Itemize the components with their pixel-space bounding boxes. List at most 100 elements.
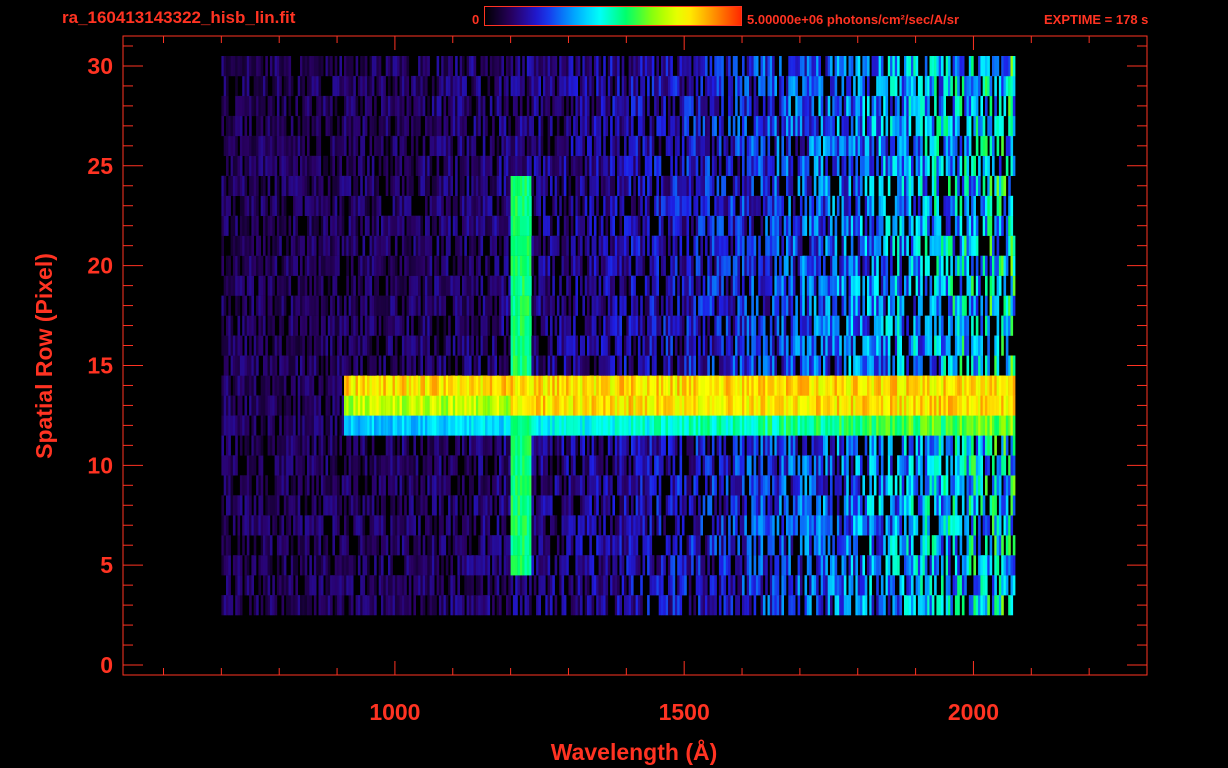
heatmap-cell <box>589 555 592 576</box>
heatmap-cell <box>642 495 646 516</box>
heatmap-cell <box>811 575 815 596</box>
heatmap-cell <box>973 575 976 596</box>
heatmap-cell <box>399 595 403 616</box>
heatmap-cell <box>857 415 861 436</box>
heatmap-cell <box>985 535 988 556</box>
heatmap-cell <box>457 535 460 556</box>
heatmap-cell <box>464 255 467 276</box>
heatmap-cell <box>293 235 296 256</box>
heatmap-cell <box>649 435 653 456</box>
heatmap-cell <box>945 595 949 616</box>
heatmap-cell <box>975 235 979 256</box>
heatmap-cell <box>459 395 463 416</box>
heatmap-cell <box>857 295 861 316</box>
heatmap-cell <box>994 255 997 276</box>
heatmap-cell <box>587 595 590 616</box>
heatmap-cell <box>547 595 551 616</box>
heatmap-cell <box>890 235 893 256</box>
heatmap-cell <box>809 235 812 256</box>
heatmap-cell <box>304 275 308 296</box>
heatmap-cell <box>915 455 919 476</box>
heatmap-cell <box>550 595 553 616</box>
heatmap-cell <box>624 335 627 356</box>
heatmap-cell <box>466 375 470 396</box>
heatmap-cell <box>978 455 981 476</box>
heatmap-cell <box>975 575 979 596</box>
heatmap-cell <box>665 335 669 356</box>
heatmap-cell <box>226 435 229 456</box>
heatmap-cell <box>420 355 423 376</box>
heatmap-cell <box>943 395 946 416</box>
heatmap-cell <box>670 335 673 356</box>
heatmap-cell <box>873 395 877 416</box>
heatmap-cell <box>668 355 671 376</box>
heatmap-cell <box>269 415 273 436</box>
heatmap-cell <box>226 395 229 416</box>
heatmap-cell <box>978 575 981 596</box>
heatmap-cell <box>985 595 988 616</box>
heatmap-cell <box>304 295 308 316</box>
heatmap-cell <box>832 315 835 336</box>
heatmap-cell <box>357 595 361 616</box>
heatmap-cell <box>707 255 710 276</box>
heatmap-cell <box>517 375 521 396</box>
heatmap-cell <box>367 355 370 376</box>
heatmap-cell <box>401 455 405 476</box>
heatmap-cell <box>1008 315 1011 336</box>
heatmap-cell <box>300 475 303 496</box>
heatmap-cell <box>908 255 912 276</box>
heatmap-cell <box>471 415 474 436</box>
heatmap-cell <box>674 315 678 336</box>
heatmap-cell <box>619 415 622 436</box>
heatmap-cell <box>917 495 921 516</box>
heatmap-cell <box>281 315 285 336</box>
heatmap-cell <box>617 235 620 256</box>
heatmap-cell <box>506 475 509 496</box>
heatmap-cell <box>1010 315 1014 336</box>
heatmap-cell <box>573 475 576 496</box>
heatmap-cell <box>309 395 312 416</box>
heatmap-cell <box>269 535 273 556</box>
heatmap-cell <box>469 295 472 316</box>
heatmap-cell <box>619 495 622 516</box>
heatmap-cell <box>344 575 347 596</box>
heatmap-cell <box>267 355 271 376</box>
heatmap-cell <box>908 375 912 396</box>
heatmap-cell <box>749 555 752 576</box>
heatmap-cell <box>779 435 782 456</box>
heatmap-cell <box>737 235 740 256</box>
heatmap-cell <box>929 415 933 436</box>
heatmap-cell <box>647 235 650 256</box>
heatmap-cell <box>263 315 266 336</box>
heatmap-cell <box>873 255 877 276</box>
heatmap-cell <box>698 395 701 416</box>
heatmap-cell <box>536 495 539 516</box>
heatmap-cell <box>408 575 412 596</box>
heatmap-cell <box>711 535 715 556</box>
heatmap-cell <box>487 415 491 436</box>
heatmap-cell <box>908 535 912 556</box>
heatmap-cell <box>820 555 824 576</box>
heatmap-cell <box>753 515 757 536</box>
heatmap-cell <box>825 555 828 576</box>
heatmap-cell <box>406 435 410 456</box>
heatmap-cell <box>709 495 713 516</box>
heatmap-cell <box>237 315 241 336</box>
heatmap-cell <box>878 295 882 316</box>
heatmap-cell <box>316 315 319 336</box>
heatmap-cell <box>631 515 634 536</box>
heatmap-cell <box>499 295 502 316</box>
heatmap-cell <box>471 275 474 296</box>
heatmap-cell <box>392 255 396 276</box>
heatmap-cell <box>230 215 234 236</box>
heatmap-cell <box>788 375 791 396</box>
heatmap-cell <box>792 355 796 376</box>
heatmap-cell <box>637 555 641 576</box>
heatmap-cell <box>860 455 863 476</box>
heatmap-cell <box>374 315 377 336</box>
heatmap-cell <box>475 255 479 276</box>
heatmap-cell <box>307 575 310 596</box>
heatmap-cell <box>330 295 333 316</box>
heatmap-cell <box>714 375 717 396</box>
heatmap-cell <box>621 435 625 456</box>
